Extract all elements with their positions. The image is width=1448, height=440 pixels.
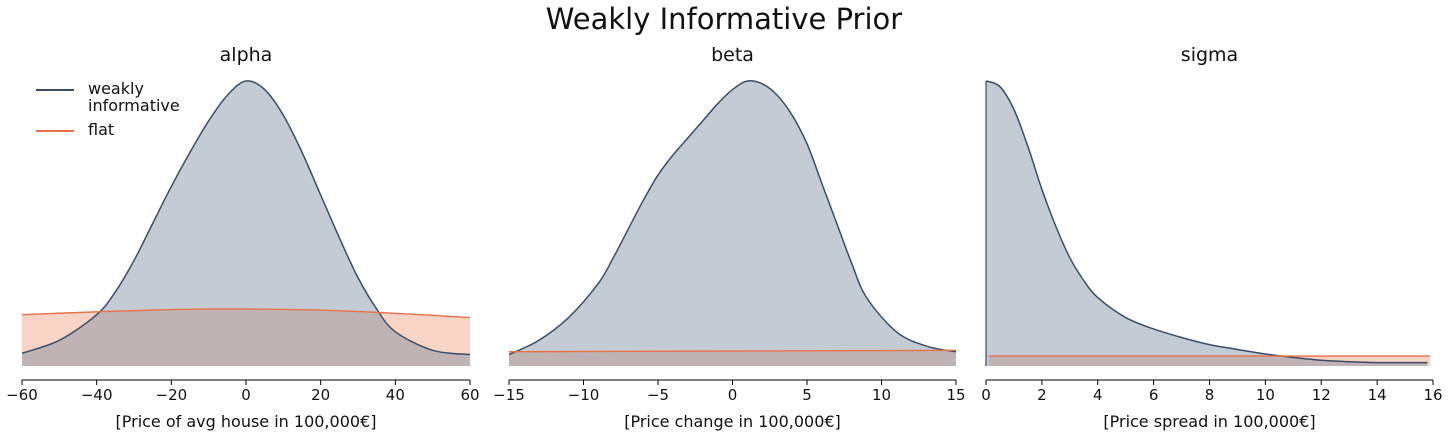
area-flat-beta xyxy=(509,350,956,366)
x-tick-label-alpha: 0 xyxy=(241,386,251,404)
xlabel-sigma: [Price spread in 100,000€] xyxy=(1103,412,1316,431)
x-tick-label-alpha: −60 xyxy=(6,386,38,404)
x-tick-label-beta: −10 xyxy=(568,386,600,404)
legend-label-weakly: weakly informative xyxy=(88,79,180,115)
line-weakly-beta xyxy=(508,79,957,356)
x-tick-label-alpha: −40 xyxy=(81,386,113,404)
xlabel-alpha: [Price of avg house in 100,000€] xyxy=(115,412,377,431)
legend-swatch-flat xyxy=(36,130,74,132)
line-weakly-alpha xyxy=(21,80,471,356)
legend-item-weakly: weakly informative xyxy=(36,80,180,114)
x-tick-label-beta: −15 xyxy=(493,386,525,404)
area-flat-alpha xyxy=(22,308,470,366)
legend: weakly informative flat xyxy=(36,80,180,138)
x-tick-label-alpha: 20 xyxy=(311,386,330,404)
area-flat-sigma xyxy=(988,356,1431,366)
x-tick-label-sigma: 8 xyxy=(1205,386,1215,404)
x-tick-label-sigma: 6 xyxy=(1149,386,1159,404)
x-tick-label-sigma: 0 xyxy=(981,386,991,404)
x-tick-label-beta: −5 xyxy=(647,386,669,404)
xlabel-beta: [Price change in 100,000€] xyxy=(624,412,841,431)
x-tick-label-sigma: 14 xyxy=(1368,386,1387,404)
line-flat-beta xyxy=(508,349,957,353)
x-tick-label-beta: 10 xyxy=(872,386,891,404)
legend-swatch-weakly xyxy=(36,89,74,91)
x-tick-label-sigma: 16 xyxy=(1423,386,1442,404)
x-tick-label-sigma: 4 xyxy=(1093,386,1103,404)
legend-item-flat: flat xyxy=(36,121,180,138)
line-weakly-sigma xyxy=(985,80,1428,364)
x-tick-label-beta: 0 xyxy=(728,386,738,404)
legend-label-flat: flat xyxy=(88,120,115,139)
x-tick-label-alpha: −20 xyxy=(156,386,188,404)
panel-title-sigma: sigma xyxy=(1180,44,1239,66)
chart-title: Weakly Informative Prior xyxy=(545,2,903,36)
area-weakly-sigma xyxy=(986,81,1428,366)
x-tick-label-beta: 15 xyxy=(946,386,965,404)
panel-title-alpha: alpha xyxy=(219,44,273,66)
x-tick-label-sigma: 12 xyxy=(1312,386,1331,404)
x-tick-label-alpha: 60 xyxy=(460,386,479,404)
x-tick-label-beta: 5 xyxy=(802,386,812,404)
x-tick-label-sigma: 2 xyxy=(1037,386,1047,404)
line-flat-alpha xyxy=(21,308,471,319)
panel-title-beta: beta xyxy=(711,44,754,66)
x-tick-label-alpha: 40 xyxy=(386,386,405,404)
area-weakly-beta xyxy=(509,80,956,367)
x-tick-label-sigma: 10 xyxy=(1256,386,1275,404)
area-weakly-alpha xyxy=(22,80,470,366)
